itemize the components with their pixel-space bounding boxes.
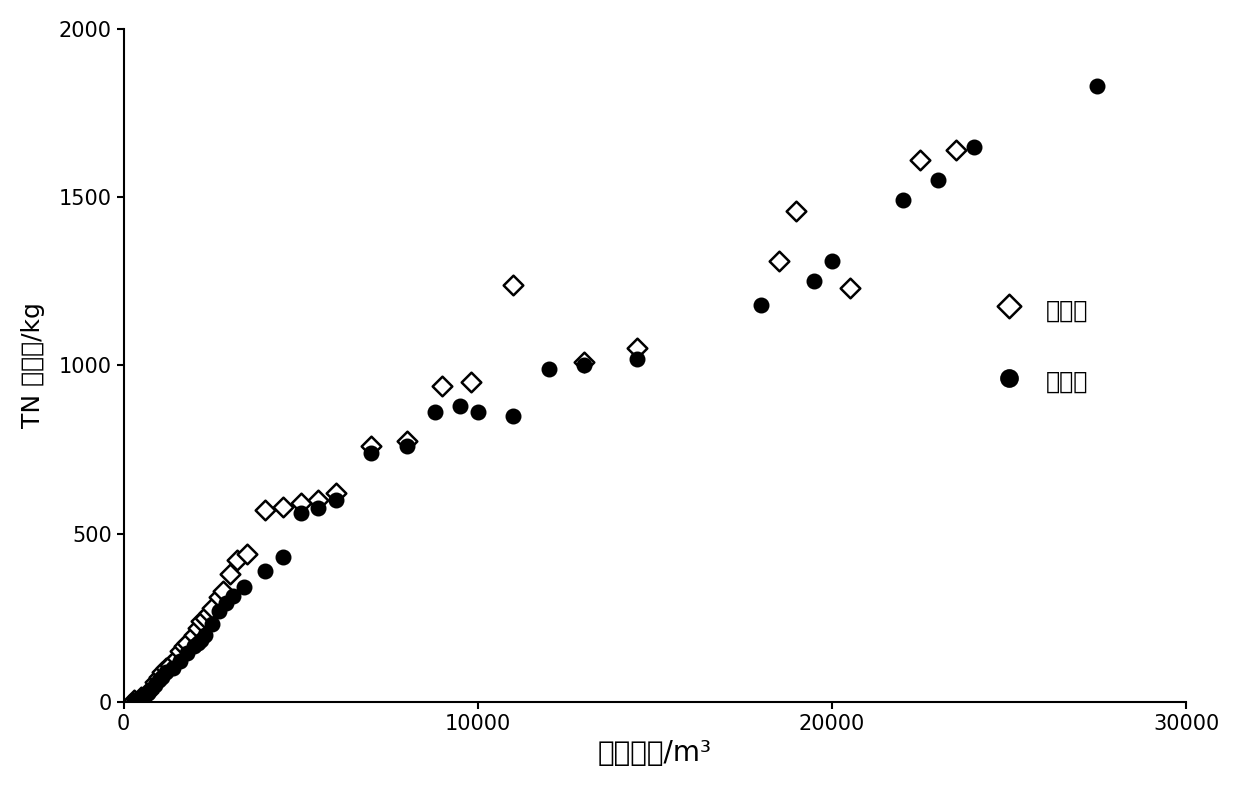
实测値: [185, 628, 205, 641]
估测値: [255, 564, 275, 577]
实测値: [238, 548, 258, 560]
估测値: [326, 493, 346, 506]
估测値: [124, 693, 144, 706]
估测値: [153, 671, 172, 683]
实测値: [131, 690, 151, 703]
估测値: [164, 662, 184, 675]
实测値: [910, 154, 930, 166]
估测値: [963, 140, 983, 153]
估测値: [805, 275, 825, 288]
实测値: [946, 143, 966, 156]
实测値: [290, 497, 310, 510]
实测値: [195, 611, 215, 624]
估测値: [273, 551, 293, 563]
估测値: [131, 692, 151, 704]
实测値: [124, 693, 144, 706]
估测値: [893, 194, 913, 206]
实测値: [503, 278, 523, 291]
估测値: [751, 299, 771, 311]
估测値: [1087, 80, 1107, 92]
实测値: [198, 606, 218, 619]
估测値: [149, 674, 169, 686]
估测値: [234, 581, 254, 593]
实测値: [273, 500, 293, 513]
估测値: [362, 447, 382, 459]
估测値: [210, 604, 229, 617]
估测値: [188, 637, 208, 649]
估测値: [397, 440, 417, 452]
估测値: [170, 655, 190, 667]
实测値: [362, 440, 382, 452]
实测値: [160, 659, 180, 671]
实测値: [326, 487, 346, 500]
实测値: [397, 435, 417, 448]
估测値: [467, 406, 487, 418]
实测値: [574, 355, 594, 368]
估测値: [223, 589, 243, 602]
X-axis label: 特征体积/m³: 特征体积/m³: [598, 739, 712, 768]
Legend: 实测値, 估测値: 实测値, 估测値: [980, 283, 1100, 407]
实测値: [191, 615, 211, 627]
实测値: [769, 255, 789, 267]
估测値: [425, 406, 445, 418]
估测値: [574, 359, 594, 372]
估测値: [627, 352, 647, 365]
实测値: [309, 493, 329, 506]
实测値: [166, 652, 186, 664]
估测値: [450, 400, 470, 412]
估测値: [185, 640, 205, 652]
估测値: [538, 362, 558, 375]
实测値: [139, 686, 159, 698]
估测値: [177, 647, 197, 660]
实测値: [149, 671, 169, 683]
实测値: [839, 281, 859, 294]
实测値: [156, 662, 176, 675]
估测値: [191, 634, 211, 646]
实测値: [210, 591, 229, 604]
实测値: [219, 567, 239, 580]
实测値: [213, 585, 233, 597]
估测値: [929, 174, 949, 187]
实测値: [627, 342, 647, 355]
实测値: [188, 622, 208, 634]
估测値: [309, 502, 329, 515]
实测値: [145, 675, 165, 688]
实测値: [786, 204, 806, 217]
实测値: [461, 376, 481, 388]
估测値: [216, 597, 236, 609]
估测値: [290, 507, 310, 519]
实测値: [433, 379, 453, 392]
实测値: [153, 665, 172, 678]
估测値: [503, 410, 523, 422]
实测値: [202, 601, 222, 614]
Y-axis label: TN 累积量/kg: TN 累积量/kg: [21, 303, 45, 428]
估测値: [822, 255, 842, 267]
估测値: [156, 665, 176, 678]
实测値: [170, 645, 190, 658]
实测値: [227, 554, 247, 567]
实测値: [255, 504, 275, 516]
实测値: [177, 637, 197, 649]
实测値: [174, 640, 193, 652]
估测値: [145, 678, 165, 691]
估测値: [139, 687, 159, 700]
估测値: [202, 618, 222, 630]
估测値: [195, 628, 215, 641]
